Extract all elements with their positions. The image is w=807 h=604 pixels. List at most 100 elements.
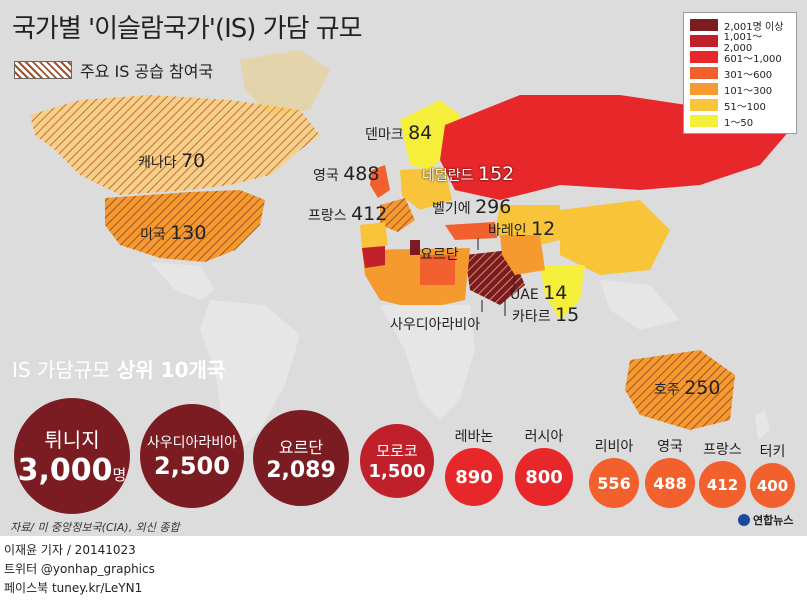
legend-swatch <box>690 115 718 127</box>
turkey-shape <box>445 222 497 240</box>
country-circle: 요르단 2,089 <box>253 410 349 506</box>
country-value: 800 <box>525 466 563 488</box>
airstrike-legend: 주요 IS 공습 참여국 <box>14 58 213 82</box>
greenland-shape <box>240 50 330 115</box>
label-bahrain: 바레인 12 <box>488 218 556 240</box>
legend-item: 301～600 <box>690 65 790 81</box>
country-name: 요르단 <box>278 437 324 457</box>
legend-item: 2,001명 이상 <box>690 17 790 33</box>
subsaharan-shape <box>380 305 475 420</box>
iran-shape <box>500 235 545 275</box>
new-zealand-shape <box>755 410 770 440</box>
legend-swatch <box>690 83 718 95</box>
world-map: 국가별 '이슬람국가'(IS) 가담 규모 주요 IS 공습 참여국 2,001… <box>0 0 807 536</box>
legend-label: 51～100 <box>724 101 766 113</box>
label-france: 프랑스 412 <box>308 203 388 225</box>
country-value: 2,500 <box>154 452 230 480</box>
country-value: 2,089 <box>266 457 336 483</box>
country-value: 3,000명 <box>17 453 127 488</box>
page-title: 국가별 '이슬람국가'(IS) 가담 규모 <box>12 14 363 44</box>
legend-label: 1,001～2,000 <box>723 32 763 54</box>
country-name: 터키 <box>759 444 786 460</box>
legend-swatch <box>690 19 718 31</box>
label-uk: 영국 488 <box>313 163 380 185</box>
label-denmark: 덴마크 84 <box>365 122 433 144</box>
legend-item: 601～1,000 <box>690 49 790 65</box>
country-name: 사우디아라비아 <box>146 435 238 451</box>
label-saudi: 사우디아라비아 <box>390 317 481 333</box>
country-name: 레바논 <box>454 429 494 445</box>
label-australia: 호주 250 <box>654 377 721 399</box>
country-value: 400 <box>756 476 789 495</box>
country-name: 리비아 <box>594 439 634 455</box>
legend-label: 101～300 <box>724 85 773 97</box>
hatch-swatch <box>14 61 72 79</box>
legend-item: 1～50 <box>690 113 790 129</box>
australia-shape <box>625 350 735 430</box>
libya-shape <box>420 255 455 285</box>
legend-swatch <box>690 35 718 47</box>
label-netherlands: 네덜란드 152 <box>422 163 515 185</box>
country-value: 1,500 <box>368 461 426 482</box>
country-name: 러시아 <box>524 429 564 445</box>
credit-twitter: 트위터 @yonhap_graphics <box>4 562 155 576</box>
color-legend: 2,001명 이상 1,001～2,000 601～1,000 301～600 101～… <box>683 12 797 134</box>
legend-swatch <box>690 99 718 111</box>
china-shape <box>560 200 670 275</box>
uk-shape <box>370 165 390 198</box>
legend-item: 1,001～2,000 <box>690 32 790 54</box>
country-name: 프랑스 <box>703 442 742 458</box>
legend-label: 2,001명 이상 <box>724 21 784 33</box>
country-value: 488 <box>653 473 687 493</box>
credit-block: 이재윤 기자 / 20141023 트위터 @yonhap_graphics 페… <box>4 541 155 598</box>
country-circle: 튀니지 3,000명 <box>14 398 130 514</box>
country-name: 튀니지 <box>44 428 100 452</box>
label-usa: 미국 130 <box>140 222 207 244</box>
morocco-shape <box>362 246 385 268</box>
southeast-asia-shape <box>600 280 680 330</box>
canada-shape <box>30 95 320 195</box>
legend-item: 51～100 <box>690 97 790 113</box>
legend-item: 101～300 <box>690 81 790 97</box>
country-value: 890 <box>455 466 493 488</box>
label-canada: 캐나다 70 <box>138 150 206 172</box>
iberia-shape <box>360 222 388 250</box>
top10-heading: IS 가담규모 상위 10개국 <box>12 358 226 382</box>
label-belgium: 벨기에 296 <box>432 196 512 218</box>
yonhap-logo-icon <box>738 514 750 526</box>
credit-reporter: 이재윤 기자 / 20141023 <box>4 543 136 557</box>
country-name: 모로코 <box>376 442 418 460</box>
legend-label: 601～1,000 <box>724 53 782 65</box>
country-circle: 모로코 1,500 <box>360 424 434 498</box>
label-qatar: 카타르 15 <box>512 304 580 326</box>
country-value: 412 <box>706 475 739 494</box>
legend-swatch <box>690 51 718 63</box>
country-circle: 800 <box>515 448 573 506</box>
tunisia-shape <box>410 240 420 255</box>
legend-swatch <box>690 67 718 79</box>
subtitle: 주요 IS 공습 참여국 <box>80 62 214 81</box>
country-circle: 412 <box>699 461 746 508</box>
legend-label: 301～600 <box>724 69 773 81</box>
western-europe-shape <box>400 168 452 210</box>
country-circle: 488 <box>645 458 695 508</box>
legend-label: 1～50 <box>724 117 754 129</box>
india-shape <box>540 265 585 320</box>
central-america-shape <box>150 262 215 300</box>
credit-facebook: 페이스북 tuney.kr/LeYN1 <box>4 581 143 595</box>
country-unit: 명 <box>112 466 127 484</box>
label-jordan: 요르단 <box>420 247 459 263</box>
country-circle: 400 <box>750 463 795 508</box>
brand-logo: 연합뉴스 <box>738 512 793 528</box>
france-shape <box>380 198 415 232</box>
source-note: 자료/ 미 중앙정보국(CIA), 외신 종합 <box>10 521 180 534</box>
label-uae: UAE 14 <box>510 282 568 304</box>
country-circle: 890 <box>445 448 503 506</box>
country-circle: 556 <box>589 458 639 508</box>
country-name: 영국 <box>657 439 683 455</box>
country-value: 556 <box>597 473 631 493</box>
usa-shape <box>105 190 265 262</box>
country-circle: 사우디아라비아 2,500 <box>140 404 244 508</box>
map-shapes <box>30 50 790 440</box>
